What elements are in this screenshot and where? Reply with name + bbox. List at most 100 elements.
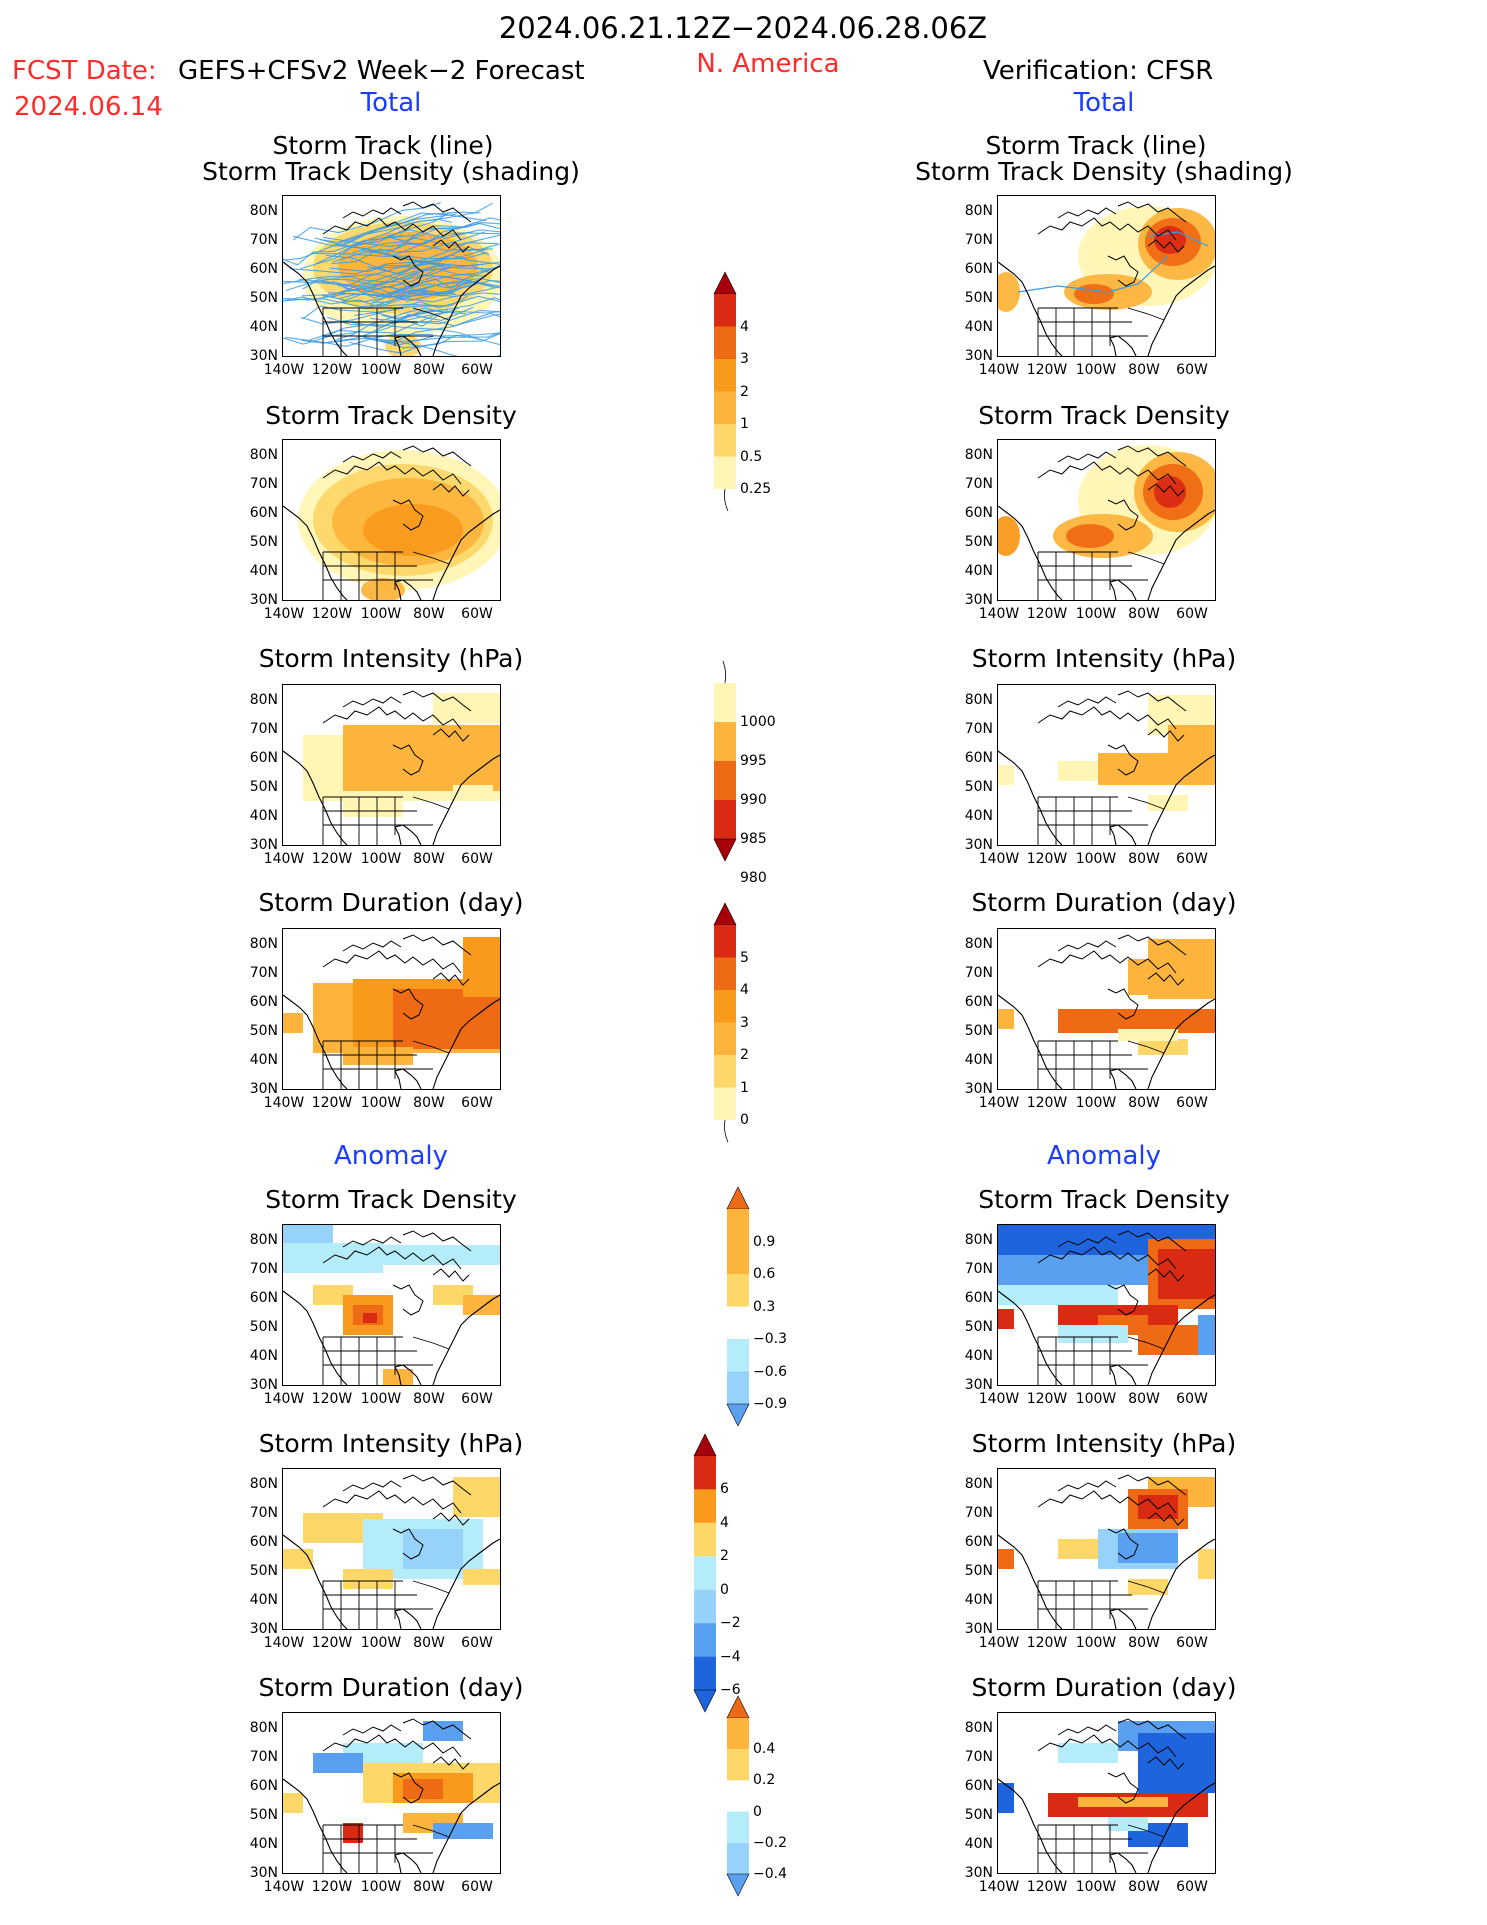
lat-tick-label: 40N xyxy=(964,563,993,579)
section-anomaly-left: Anomaly xyxy=(333,1141,449,1171)
lat-tick-label: 80N xyxy=(964,203,993,219)
lat-tick-label: 70N xyxy=(249,232,278,248)
cbar-density-total-label: 4 xyxy=(740,318,749,335)
lon-tick-label: 100W xyxy=(360,1635,402,1651)
title-duration-anom-left: Storm Duration (day) xyxy=(258,1673,524,1702)
lat-tick-label: 40N xyxy=(249,563,278,579)
lat-tick-label: 80N xyxy=(249,203,278,219)
lon-tick-label: 120W xyxy=(311,606,353,622)
cbar-density-anom-label: −0.6 xyxy=(753,1363,787,1380)
lon-tick-label: 80W xyxy=(1128,1635,1160,1651)
map-duration-anom-forecast xyxy=(282,1712,501,1874)
lon-tick-label: 140W xyxy=(978,1635,1020,1651)
cbar-density-total-label: 3 xyxy=(740,351,749,367)
lon-tick-label: 120W xyxy=(311,1635,353,1651)
title-track-line-right: Storm Track (line) xyxy=(985,131,1207,160)
lat-tick-label: 80N xyxy=(964,692,993,708)
lat-tick-label: 70N xyxy=(964,232,993,248)
cbar-density-total-bar xyxy=(713,271,737,512)
lon-tick-label: 100W xyxy=(1075,1635,1117,1651)
lat-tick-label: 30N xyxy=(964,1081,993,1097)
cbar-intensity-total-label: 1000 xyxy=(740,714,776,730)
lon-tick-label: 140W xyxy=(978,606,1020,622)
lat-tick-label: 60N xyxy=(964,750,993,766)
lat-tick-label: 70N xyxy=(964,1749,993,1765)
lon-tick-label: 80W xyxy=(1128,1391,1160,1407)
lon-tick-label: 100W xyxy=(1075,1879,1117,1895)
lon-tick-label: 100W xyxy=(1075,851,1117,867)
lat-tick-label: 60N xyxy=(964,1534,993,1550)
lat-tick-label: 40N xyxy=(249,1592,278,1608)
lat-tick-label: 60N xyxy=(249,1290,278,1306)
lat-tick-label: 50N xyxy=(249,1807,278,1823)
lat-tick-label: 60N xyxy=(249,1534,278,1550)
lat-tick-label: 60N xyxy=(249,750,278,766)
lat-tick-label: 40N xyxy=(964,319,993,335)
lat-tick-label: 50N xyxy=(249,779,278,795)
lat-tick-label: 30N xyxy=(964,1865,993,1881)
lat-tick-label: 40N xyxy=(964,1348,993,1364)
lon-tick-label: 60W xyxy=(461,851,493,867)
lat-tick-label: 60N xyxy=(249,1778,278,1794)
lon-tick-label: 100W xyxy=(1075,1095,1117,1111)
map-canvas xyxy=(998,1474,1215,1629)
lat-tick-label: 70N xyxy=(964,1261,993,1277)
lon-tick-label: 120W xyxy=(1026,1095,1068,1111)
cbar-intensity-anom-label: 6 xyxy=(720,1481,729,1498)
lon-tick-label: 60W xyxy=(1176,1095,1208,1111)
lat-tick-label: 40N xyxy=(249,1348,278,1364)
lon-tick-label: 120W xyxy=(311,1879,353,1895)
lon-tick-label: 80W xyxy=(1128,606,1160,622)
lon-tick-label: 100W xyxy=(1075,1391,1117,1407)
cbar-intensity-anom-label: −2 xyxy=(720,1615,741,1632)
cbar-duration-total-label: 3 xyxy=(740,1014,749,1031)
lon-tick-label: 60W xyxy=(1176,1391,1208,1407)
map-canvas xyxy=(283,690,500,845)
lon-tick-label: 140W xyxy=(263,362,305,378)
cbar-duration-total-label: 1 xyxy=(740,1079,749,1096)
lon-tick-label: 120W xyxy=(1026,1391,1068,1407)
section-total-left: Total xyxy=(360,88,422,118)
lon-tick-label: 80W xyxy=(1128,1879,1160,1895)
title-density-total-right: Storm Track Density xyxy=(978,401,1230,430)
lat-tick-label: 80N xyxy=(964,1232,993,1248)
section-total-right: Total xyxy=(1073,88,1135,118)
lat-tick-label: 50N xyxy=(964,1563,993,1579)
lat-tick-label: 40N xyxy=(964,808,993,824)
lon-tick-label: 100W xyxy=(360,1879,402,1895)
lon-tick-label: 140W xyxy=(263,1391,305,1407)
lon-tick-label: 80W xyxy=(1128,362,1160,378)
lat-tick-label: 50N xyxy=(964,779,993,795)
lat-tick-label: 60N xyxy=(964,994,993,1010)
section-anomaly-right: Anomaly xyxy=(1046,1141,1162,1171)
verification-title: Verification: CFSR xyxy=(983,56,1214,86)
cbar-intensity-anom-label: −4 xyxy=(720,1648,741,1665)
map-density-total-forecast xyxy=(282,439,501,601)
lon-tick-label: 140W xyxy=(978,1391,1020,1407)
cbar-density-anom-label: 0.3 xyxy=(753,1298,776,1315)
cbar-intensity-total-label: 985 xyxy=(740,831,767,847)
lat-tick-label: 30N xyxy=(249,592,278,608)
map-intensity-anom-cfsr xyxy=(997,1468,1216,1630)
cbar-intensity-anom-label: 2 xyxy=(720,1548,729,1565)
lat-tick-label: 40N xyxy=(249,1836,278,1852)
lat-tick-label: 60N xyxy=(964,1290,993,1306)
lat-tick-label: 60N xyxy=(249,261,278,277)
map-canvas xyxy=(998,690,1215,845)
lon-tick-label: 120W xyxy=(311,1391,353,1407)
lat-tick-label: 40N xyxy=(964,1052,993,1068)
lat-tick-label: 50N xyxy=(964,1807,993,1823)
cbar-density-total-label: 1 xyxy=(740,416,749,432)
map-canvas xyxy=(998,934,1215,1089)
lat-tick-label: 60N xyxy=(964,505,993,521)
cbar-intensity-anom-label: −6 xyxy=(720,1682,741,1698)
cbar-density-total-label: 0.5 xyxy=(740,448,763,465)
map-density-anom-forecast xyxy=(282,1224,501,1386)
lat-tick-label: 50N xyxy=(964,534,993,550)
lat-tick-label: 50N xyxy=(249,534,278,550)
title-track-shading-right: Storm Track Density (shading) xyxy=(915,157,1293,186)
cbar-duration-total-label: 0 xyxy=(740,1112,749,1128)
lat-tick-label: 30N xyxy=(249,1377,278,1393)
map-duration-total-forecast xyxy=(282,928,501,1090)
lat-tick-label: 40N xyxy=(249,808,278,824)
